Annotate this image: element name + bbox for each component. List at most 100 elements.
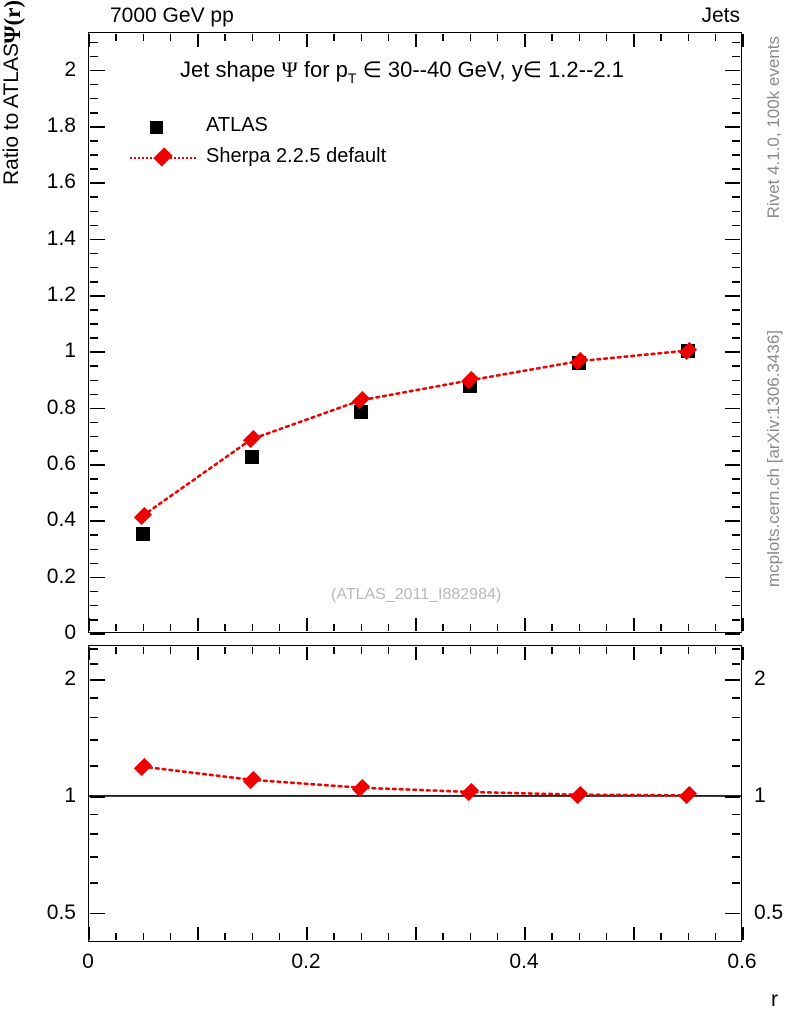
tick-mark (142, 33, 145, 41)
tick-mark (89, 210, 98, 213)
tick-mark (732, 813, 741, 816)
tick-label: 0.2 (291, 950, 321, 973)
tick-mark (687, 646, 690, 654)
tick-mark (732, 41, 741, 44)
tick-mark (732, 492, 741, 494)
tick-label: 2 (64, 57, 76, 81)
x-axis-title: r (771, 988, 778, 1011)
tick-mark (551, 933, 553, 941)
tick-mark (89, 492, 98, 494)
tick-mark (89, 266, 98, 269)
tick-mark (732, 337, 741, 339)
tick-mark (89, 69, 105, 72)
tick-mark (633, 618, 635, 632)
tick-mark (89, 679, 105, 681)
tick-mark (89, 562, 98, 565)
tick-mark (89, 618, 98, 621)
tick-mark (415, 618, 417, 632)
tick-mark (89, 393, 98, 396)
tick-mark (88, 646, 90, 660)
tick-mark (89, 55, 98, 58)
tick-mark (89, 323, 98, 325)
tick-mark (89, 238, 105, 241)
tick-mark (725, 633, 741, 635)
tick-mark (89, 813, 98, 816)
plot-title-psi: Ψ (281, 57, 298, 82)
tick-mark (142, 933, 145, 941)
tick-mark (197, 33, 199, 47)
tick-mark (714, 624, 717, 632)
tick-mark (360, 33, 363, 41)
tick-label: 0 (64, 621, 76, 644)
tick-label: 2 (64, 667, 76, 691)
tick-label: 0.6 (727, 950, 757, 973)
tick-mark (725, 679, 741, 681)
tick-mark (89, 365, 98, 368)
tick-mark (732, 111, 741, 114)
tick-mark (89, 739, 98, 741)
tick-mark (732, 379, 741, 382)
tick-mark (732, 604, 741, 607)
tick-mark (732, 590, 741, 593)
tick-mark (89, 912, 105, 915)
tick-mark (605, 646, 608, 654)
tick-mark (732, 618, 741, 621)
tick-mark (169, 624, 172, 632)
tick-mark (742, 646, 744, 660)
tick-mark (89, 534, 98, 537)
tick-mark (89, 168, 98, 170)
tick-mark (197, 618, 199, 632)
tick-mark (496, 646, 499, 654)
atlas-data-point (244, 450, 259, 465)
tick-label: 2 (754, 667, 766, 691)
tick-mark (732, 210, 741, 213)
tick-label: 0.8 (46, 395, 76, 419)
tick-label: 1.8 (46, 114, 76, 138)
tick-mark (115, 33, 117, 41)
plot-title-subscript: T (347, 69, 357, 86)
tick-mark (578, 933, 581, 941)
tick-mark (551, 646, 553, 654)
tick-mark (89, 833, 98, 836)
tick-mark (89, 548, 98, 551)
tick-mark (89, 83, 98, 86)
tick-mark (89, 379, 98, 382)
tick-mark (732, 716, 741, 719)
tick-mark (714, 33, 717, 41)
tick-mark (387, 624, 390, 632)
tick-label: 0.5 (754, 900, 784, 924)
tick-mark (360, 624, 363, 632)
tick-mark (732, 224, 741, 227)
tick-mark (732, 562, 741, 565)
tick-mark (89, 407, 105, 410)
tick-mark (306, 927, 308, 941)
tick-mark (687, 933, 690, 941)
tick-mark (89, 252, 98, 255)
tick-mark (442, 646, 444, 654)
header-beam-label: 7000 GeV pp (110, 4, 234, 27)
tick-mark (89, 309, 98, 311)
tick-label: 1.2 (46, 283, 76, 307)
tick-mark (732, 663, 741, 665)
tick-mark (89, 449, 98, 452)
tick-mark (732, 765, 741, 767)
tick-label: 0.6 (46, 452, 76, 476)
tick-mark (278, 33, 281, 41)
analysis-id-watermark: (ATLAS_2011_I882984) (331, 586, 502, 603)
tick-mark (89, 716, 98, 719)
tick-mark (732, 548, 741, 551)
legend-label: ATLAS (206, 114, 268, 136)
tick-mark (333, 33, 335, 41)
tick-mark (387, 933, 390, 941)
tick-mark (732, 252, 741, 255)
ratio-plot-frame (88, 645, 742, 942)
tick-mark (725, 126, 741, 128)
tick-mark (251, 933, 254, 941)
tick-mark (333, 624, 335, 632)
tick-mark (333, 933, 335, 941)
rivet-credit-label: Rivet 4.1.0, 100k events (764, 36, 783, 219)
atlas-data-point (135, 527, 150, 542)
tick-mark (732, 154, 741, 156)
tick-mark (89, 506, 98, 508)
tick-mark (89, 280, 98, 283)
